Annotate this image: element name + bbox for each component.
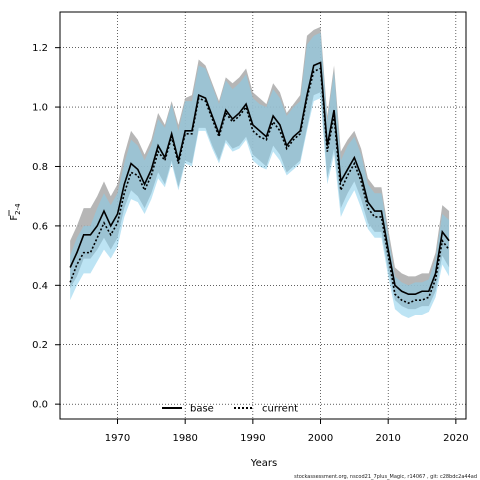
y-axis: 0.0 0.2 0.4 0.6 0.8 1.0 1.2 <box>32 43 60 411</box>
series-line-base <box>69 61 450 296</box>
y-tick-label: 1.0 <box>32 103 48 114</box>
plot-frame <box>59 11 467 420</box>
svg-text:F2-4: F2-4 <box>9 203 22 221</box>
y-tick-label: 1.2 <box>32 43 48 54</box>
y-tick-label: 0.8 <box>32 162 48 173</box>
y-tick-label: 0.2 <box>32 340 48 351</box>
y-axis-title-main: F <box>9 215 20 221</box>
legend-label-base: base <box>190 404 214 415</box>
legend-label-current: current <box>262 404 298 415</box>
legend: base current <box>162 404 298 415</box>
x-tick-label: 1970 <box>105 433 130 444</box>
series-line-current <box>69 67 450 305</box>
y-axis-title: F2-4 <box>8 203 22 221</box>
y-tick-label: 0.0 <box>32 400 48 411</box>
x-axis: 1970 1980 1990 2000 2010 2020 <box>105 419 469 444</box>
x-axis-title: Years <box>250 458 277 469</box>
footer-credit: stockassessment.org, nscod21_7plus_Magic… <box>294 474 477 480</box>
y-axis-title-subscript: 2-4 <box>14 203 22 215</box>
x-tick-label: 2010 <box>375 433 400 444</box>
x-tick-label: 1990 <box>240 433 265 444</box>
y-tick-label: 0.6 <box>32 221 48 232</box>
confidence-band-current <box>70 32 450 318</box>
x-tick-label: 1980 <box>172 433 197 444</box>
grid-lines <box>60 12 466 419</box>
series-lines <box>69 61 450 305</box>
confidence-bands <box>70 26 450 318</box>
x-tick-label: 2000 <box>308 433 333 444</box>
y-tick-label: 0.4 <box>32 281 48 292</box>
x-tick-label: 2020 <box>443 433 468 444</box>
